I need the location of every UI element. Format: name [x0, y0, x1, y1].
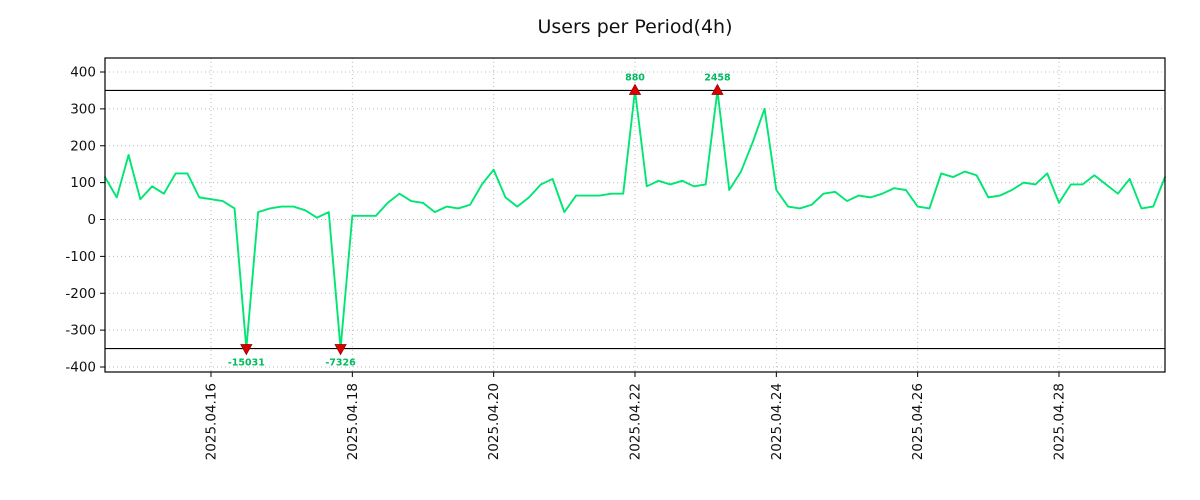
outlier-marker-down	[240, 344, 253, 356]
y-tick-label: 200	[70, 138, 96, 154]
outlier-marker-up	[711, 83, 724, 95]
chart-title: Users per Period(4h)	[537, 16, 733, 38]
x-tick-label: 2025.04.26	[910, 383, 926, 460]
x-tick-label: 2025.04.22	[628, 383, 644, 460]
outlier-value-label: -7326	[325, 358, 356, 369]
outlier-value-label: 2458	[704, 72, 731, 83]
y-tick-label: 300	[70, 101, 96, 117]
outlier-marker-down	[334, 344, 347, 356]
plot-frame	[104, 57, 1166, 373]
y-tick-label: 400	[70, 65, 96, 81]
outlier-value-label: 880	[625, 72, 645, 83]
y-tick-label: 0	[87, 212, 96, 228]
y-tick-label: -200	[65, 286, 96, 302]
y-tick-label: -100	[65, 249, 96, 265]
y-tick-label: -400	[65, 360, 96, 376]
y-tick-label: -300	[65, 323, 96, 339]
outlier-marker-up	[628, 83, 642, 95]
outlier-value-label: -15031	[228, 358, 265, 369]
x-tick-label: 2025.04.18	[345, 383, 361, 460]
x-tick-label: 2025.04.24	[769, 383, 785, 460]
x-tick-label: 2025.04.16	[204, 383, 220, 460]
x-tick-label: 2025.04.20	[486, 383, 502, 460]
y-tick-label: 100	[70, 175, 96, 191]
x-tick-label: 2025.04.28	[1052, 383, 1068, 460]
